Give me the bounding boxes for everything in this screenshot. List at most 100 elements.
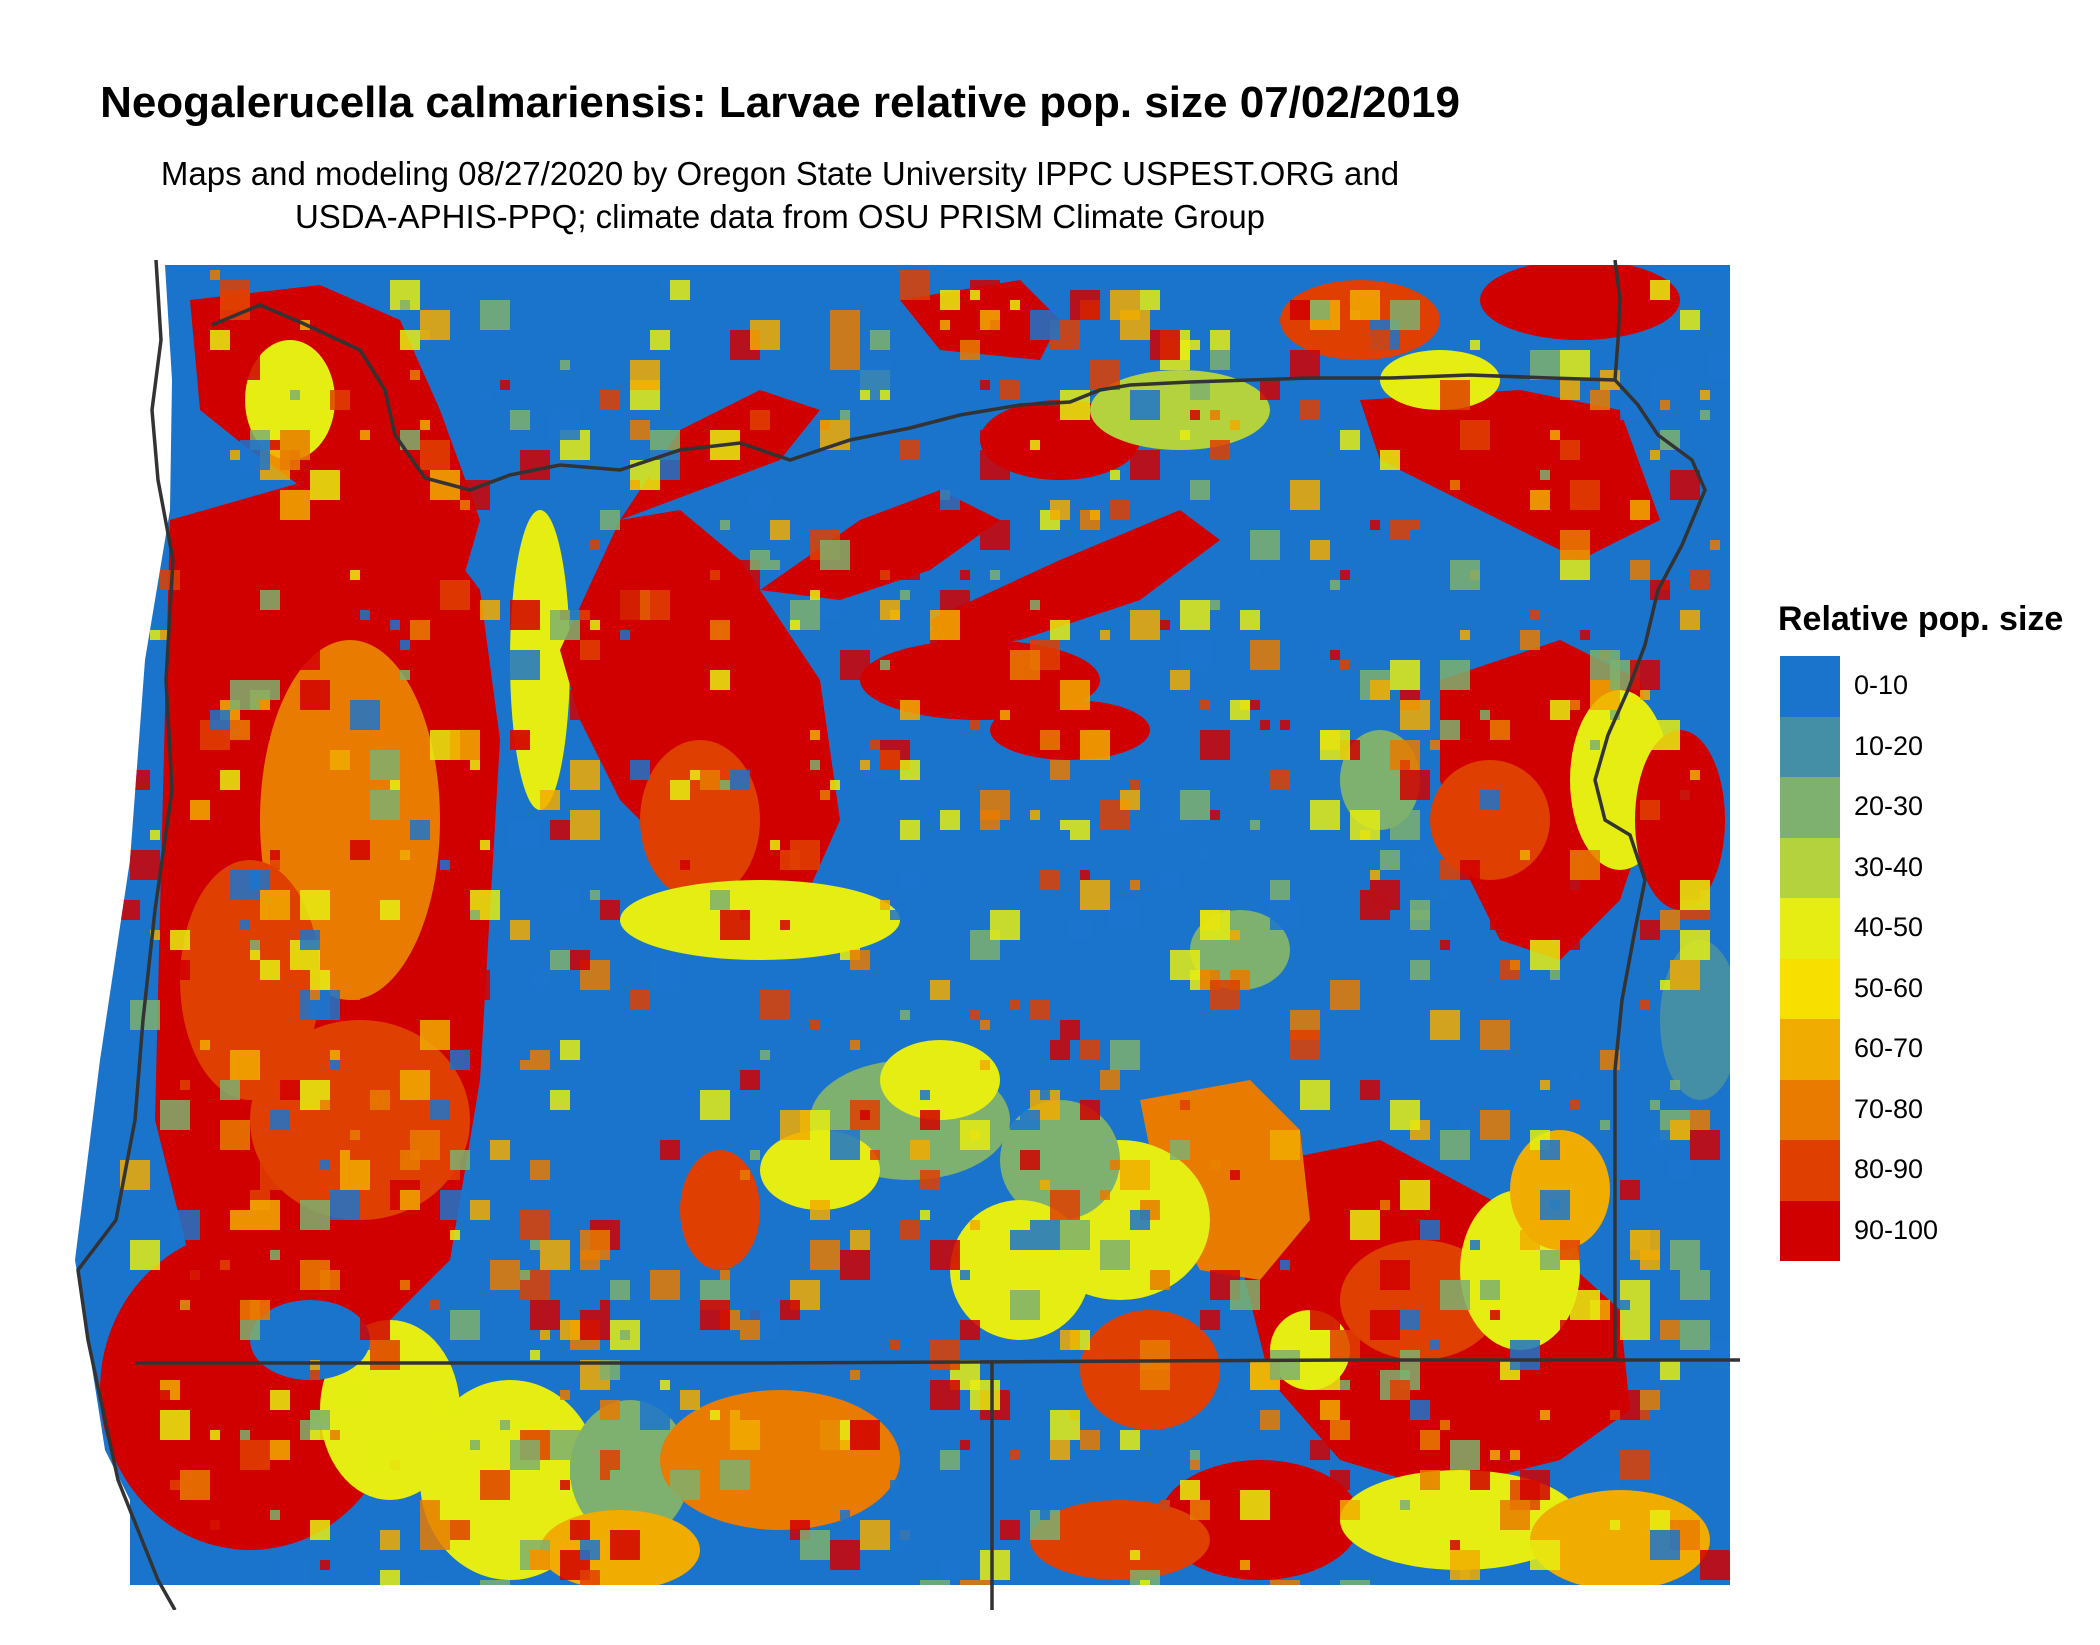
raster-pixel bbox=[1270, 1190, 1300, 1220]
raster-pixel bbox=[530, 1350, 540, 1360]
raster-pixel bbox=[1310, 1300, 1340, 1330]
raster-pixel bbox=[980, 520, 1010, 550]
map-subtitle-line2: USDA-APHIS-PPQ; climate data from OSU PR… bbox=[294, 198, 1266, 235]
raster-pixel bbox=[1620, 400, 1640, 420]
raster-pixel bbox=[1310, 540, 1330, 560]
raster-pixel bbox=[1520, 850, 1530, 860]
raster-pixel bbox=[290, 390, 300, 400]
raster-pixel bbox=[960, 1590, 990, 1610]
raster-pixel bbox=[1380, 450, 1400, 470]
legend-label: 30-40 bbox=[1854, 851, 1924, 882]
raster-pixel bbox=[980, 380, 990, 390]
raster-pixel bbox=[1330, 650, 1340, 660]
raster-pixel bbox=[460, 970, 490, 1000]
raster-pixel bbox=[510, 600, 540, 630]
raster-speckle bbox=[120, 270, 1730, 1610]
raster-pixel bbox=[980, 790, 1010, 820]
raster-pixel bbox=[1120, 1430, 1140, 1450]
raster-pixel bbox=[1650, 1510, 1670, 1530]
raster-pixel bbox=[570, 1520, 590, 1540]
raster-pixel bbox=[1110, 1040, 1140, 1070]
raster-pixel bbox=[840, 410, 850, 420]
raster-pixel bbox=[640, 590, 670, 620]
legend-label: 20-30 bbox=[1854, 791, 1924, 821]
raster-pixel bbox=[390, 780, 400, 790]
raster-pixel bbox=[1120, 1540, 1130, 1550]
raster-pixel bbox=[1310, 300, 1330, 320]
raster-pixel bbox=[1550, 970, 1560, 980]
raster-pixel bbox=[1060, 1020, 1080, 1040]
raster-pixel bbox=[920, 1580, 950, 1585]
raster-pixel bbox=[210, 1510, 230, 1530]
raster-pixel bbox=[540, 1240, 570, 1270]
raster-pixel bbox=[540, 1330, 550, 1340]
raster-pixel bbox=[860, 1110, 870, 1120]
raster-pixel bbox=[350, 840, 370, 860]
raster-pixel bbox=[1270, 880, 1290, 900]
raster-pixel bbox=[1410, 520, 1420, 530]
raster-pixel bbox=[1680, 790, 1710, 820]
raster-pixel bbox=[1130, 780, 1140, 790]
raster-pixel bbox=[1580, 630, 1590, 640]
raster-pixel bbox=[1360, 890, 1390, 920]
raster-pixel bbox=[630, 360, 660, 390]
raster-pixel bbox=[1060, 1220, 1090, 1250]
raster-pixel bbox=[630, 990, 650, 1010]
raster-pixel bbox=[1510, 1340, 1540, 1370]
raster-pixel bbox=[510, 650, 540, 680]
raster-pixel bbox=[370, 790, 400, 820]
raster-pixel bbox=[1250, 570, 1260, 580]
raster-pixel bbox=[1600, 1120, 1610, 1130]
raster-pixel bbox=[330, 1050, 340, 1060]
raster-pixel bbox=[1460, 1120, 1470, 1130]
raster-pixel bbox=[450, 730, 480, 760]
raster-pixel bbox=[890, 1480, 900, 1490]
raster-pixel bbox=[340, 1380, 370, 1410]
raster-pixel bbox=[880, 570, 890, 580]
raster-pixel bbox=[700, 1300, 730, 1330]
raster-pixel bbox=[1690, 1110, 1710, 1130]
raster-pixel bbox=[1700, 390, 1710, 400]
raster-pixel bbox=[940, 320, 950, 330]
raster-pixel bbox=[450, 1050, 470, 1070]
raster-pixel bbox=[930, 610, 960, 640]
raster-pixel bbox=[1330, 1470, 1350, 1490]
raster-pixel bbox=[900, 1010, 910, 1020]
raster-pixel bbox=[600, 1470, 610, 1480]
raster-pixel bbox=[400, 1190, 420, 1210]
raster-pixel bbox=[310, 1360, 320, 1370]
raster-pixel bbox=[430, 1100, 450, 1120]
raster-pixel bbox=[1250, 820, 1260, 830]
raster-pixel bbox=[1680, 880, 1710, 910]
raster-pixel bbox=[1080, 870, 1090, 880]
raster-pixel bbox=[450, 1310, 480, 1340]
raster-pixel bbox=[270, 440, 280, 450]
raster-pixel bbox=[440, 860, 450, 870]
raster-pixel bbox=[1210, 440, 1230, 460]
raster-pixel bbox=[990, 910, 1020, 940]
raster-pixel bbox=[1440, 720, 1460, 740]
raster-pixel bbox=[480, 300, 510, 330]
raster-pixel bbox=[1480, 1280, 1500, 1300]
raster-pixel bbox=[210, 980, 240, 1010]
raster-pixel bbox=[1650, 370, 1680, 400]
raster-pixel bbox=[320, 1560, 330, 1570]
raster-pixel bbox=[570, 760, 600, 790]
raster-pixel bbox=[580, 610, 590, 620]
raster-pixel bbox=[380, 940, 390, 950]
raster-pixel bbox=[1470, 1240, 1480, 1250]
raster-pixel bbox=[210, 270, 220, 280]
raster-pixel bbox=[310, 1370, 320, 1380]
raster-pixel bbox=[1200, 1150, 1220, 1170]
raster-pixel bbox=[810, 1200, 830, 1220]
raster-pixel bbox=[240, 920, 250, 930]
raster-pixel bbox=[1220, 1350, 1230, 1360]
raster-pixel bbox=[490, 1140, 510, 1160]
raster-pixel bbox=[1310, 1440, 1330, 1460]
raster-pixel bbox=[280, 450, 300, 470]
raster-pixel bbox=[600, 1400, 620, 1420]
raster-pixel bbox=[360, 430, 370, 440]
raster-pixel bbox=[270, 860, 280, 870]
raster-pixel bbox=[1270, 1130, 1300, 1160]
raster-pixel bbox=[260, 590, 280, 610]
